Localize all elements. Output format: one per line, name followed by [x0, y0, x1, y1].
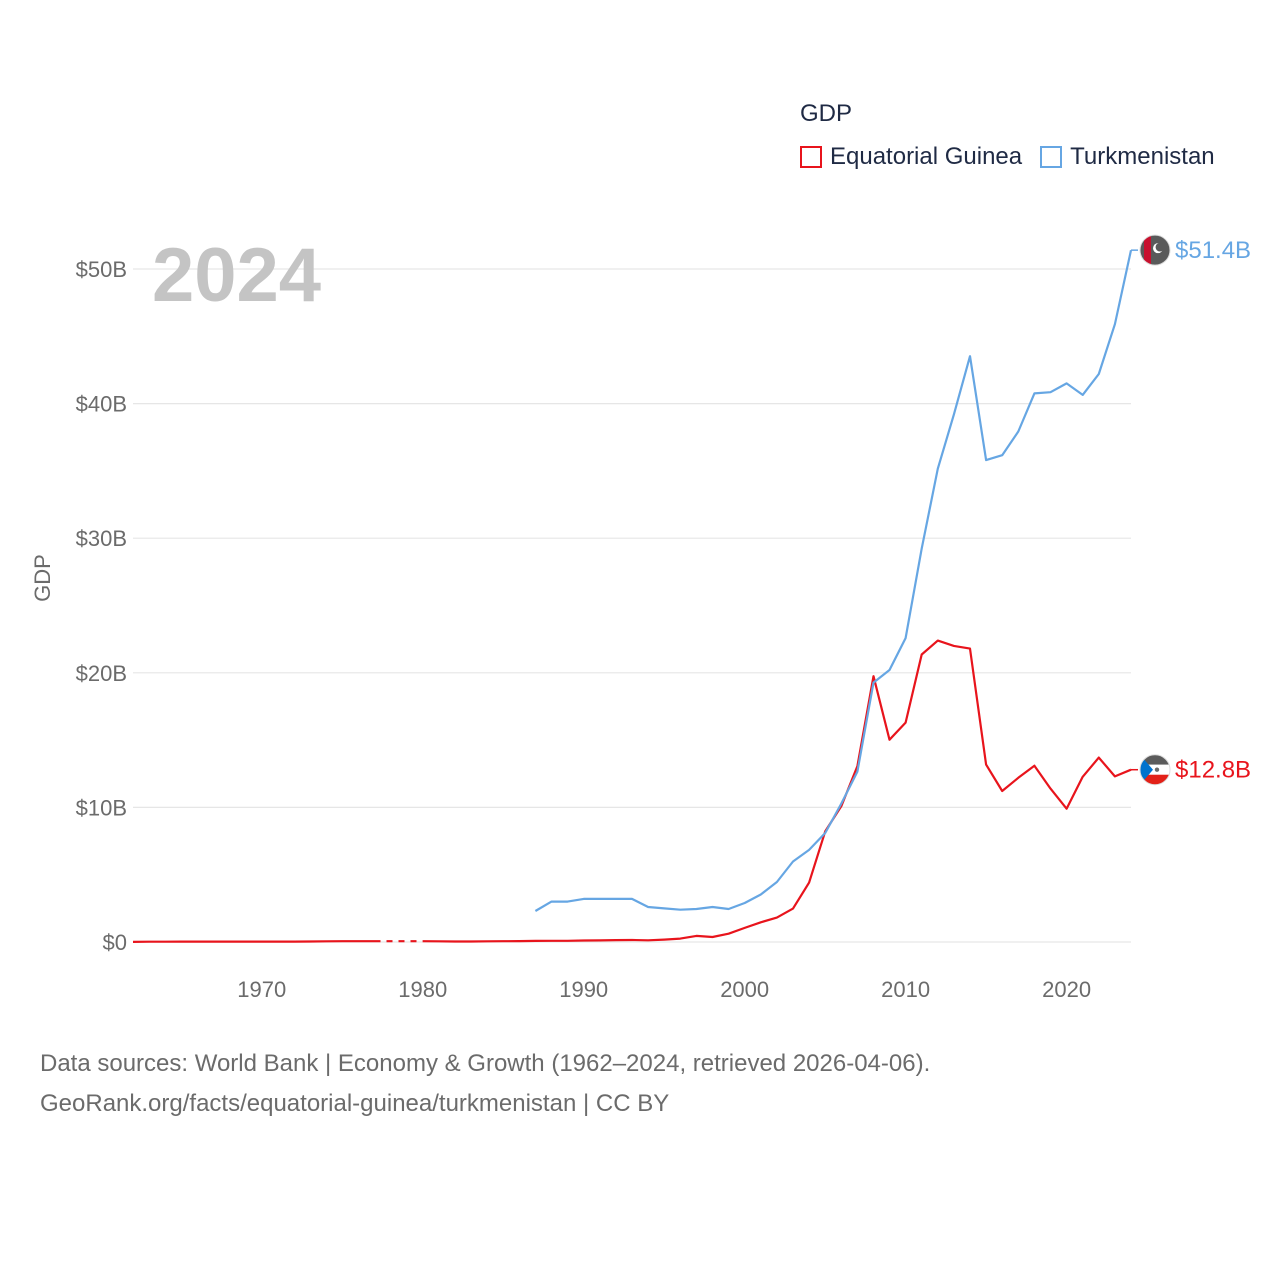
y-tick-label: $40B	[76, 392, 127, 417]
legend: Equatorial Guinea Turkmenistan	[800, 143, 1233, 171]
series-line-equatorial_guinea	[132, 940, 375, 943]
series-lines	[132, 249, 1133, 943]
x-tick-label: 2010	[881, 977, 930, 1002]
legend-swatch-turkmenistan	[1040, 146, 1063, 168]
y-tick-label: $0	[103, 930, 127, 955]
x-tick-label: 2020	[1042, 977, 1091, 1002]
legend-label-equatorial-guinea: Equatorial Guinea	[830, 143, 1023, 170]
legend-item-equatorial-guinea[interactable]: Equatorial Guinea	[800, 143, 1022, 171]
series-end-markers: $12.8B $51.4B	[1131, 234, 1251, 786]
x-tick-label: 1990	[559, 977, 608, 1002]
flag-icon-equatorial_guinea	[1139, 754, 1171, 786]
year-label: 2024	[152, 233, 321, 318]
legend-swatch-equatorial-guinea	[800, 146, 822, 168]
end-label-turkmenistan: $51.4B	[1175, 237, 1251, 264]
series-line-turkmenistan	[534, 249, 1133, 912]
legend-label-turkmenistan: Turkmenistan	[1070, 143, 1215, 170]
gridlines	[133, 268, 1131, 943]
flag-icon-turkmenistan	[1139, 234, 1171, 266]
legend-item-turkmenistan[interactable]: Turkmenistan	[1040, 143, 1215, 171]
y-tick-label: $20B	[76, 661, 127, 686]
end-label-equatorial_guinea: $12.8B	[1175, 757, 1251, 784]
x-axis-ticks: 1970 1980 1990 2000 2010 2020	[237, 977, 1091, 1002]
footer-line-url: GeoRank.org/facts/equatorial-guinea/turk…	[40, 1090, 670, 1117]
x-tick-label: 2000	[720, 977, 769, 1002]
y-tick-label: $30B	[76, 526, 127, 551]
footer-sources: Data sources: World Bank | Economy & Gro…	[40, 1044, 930, 1124]
x-tick-label: 1980	[398, 977, 447, 1002]
y-axis-label: GDP	[30, 554, 55, 602]
x-tick-label: 1970	[237, 977, 286, 1002]
y-tick-label: $50B	[76, 257, 127, 282]
footer-line-sources: Data sources: World Bank | Economy & Gro…	[40, 1050, 931, 1077]
gdp-line-chart: $0 $10B $20B $30B $40B $50B 1970 1980 1990 2000 2…	[30, 233, 1251, 1002]
legend-title: GDP	[800, 100, 853, 127]
y-tick-label: $10B	[76, 795, 127, 820]
series-line-equatorial_guinea	[422, 639, 1132, 943]
y-axis-ticks: $0 $10B $20B $30B $40B $50B	[76, 257, 127, 955]
